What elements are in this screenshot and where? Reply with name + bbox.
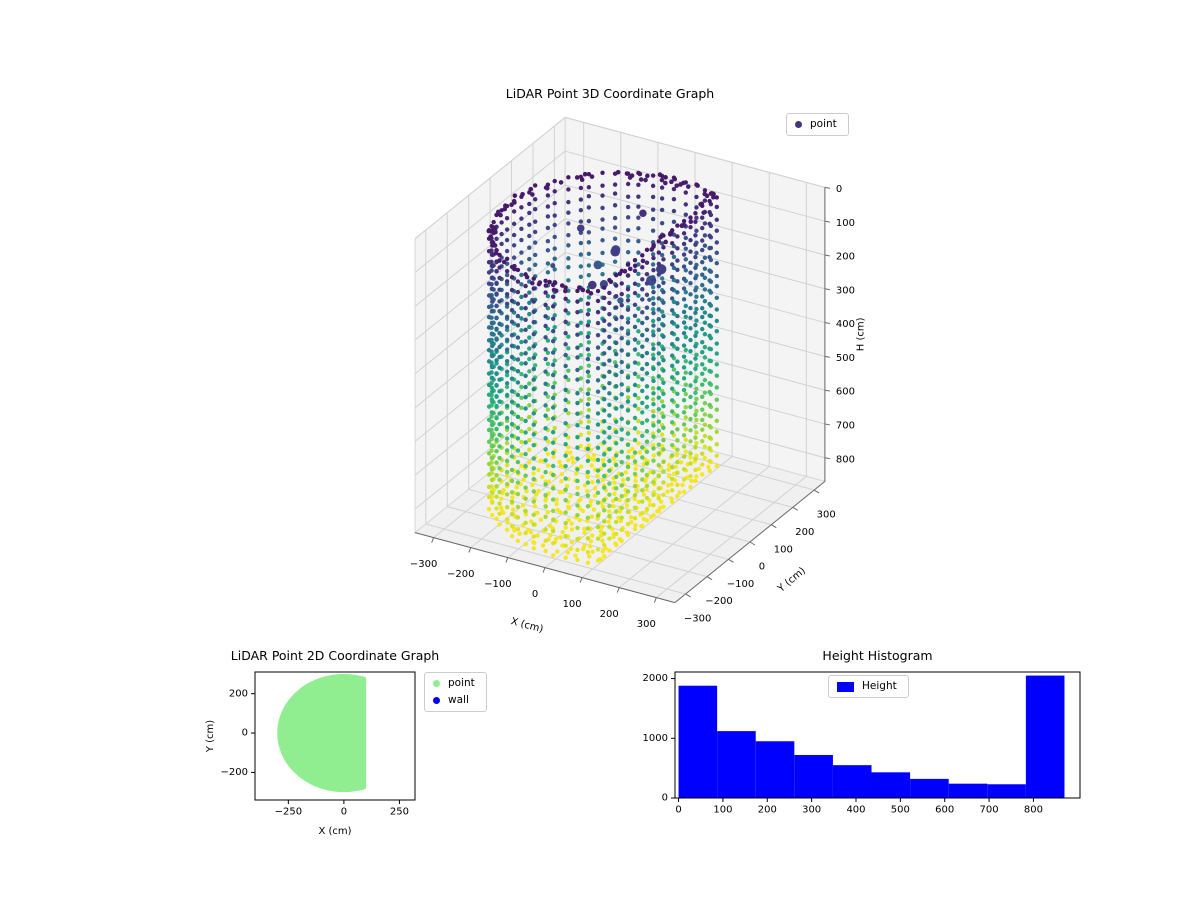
plot2d-legend-point-label: point: [448, 677, 475, 689]
plot2d-legend-point-marker-icon: [433, 680, 440, 687]
plot2d-legend-wall-marker-icon: [433, 697, 440, 704]
plot3d-legend-point-label: point: [810, 118, 837, 130]
plot2d-legend: point wall: [424, 672, 487, 712]
plot3d-legend: point: [786, 113, 849, 136]
hist-legend: Height: [828, 675, 909, 698]
plot3d-legend-entry-point: point: [795, 118, 837, 131]
plot2d-legend-wall-label: wall: [448, 694, 469, 706]
plot2d-title: LiDAR Point 2D Coordinate Graph: [230, 648, 440, 663]
hist-legend-height-label: Height: [862, 680, 897, 692]
plot3d-scene-canvas: [320, 95, 900, 665]
plot3d-title: LiDAR Point 3D Coordinate Graph: [505, 86, 715, 101]
plot2d-canvas: [190, 662, 445, 847]
plot2d-legend-entry-wall: wall: [433, 694, 475, 707]
hist-legend-entry-height: Height: [837, 680, 897, 693]
hist-title: Height Histogram: [822, 648, 933, 663]
plot2d-legend-entry-point: point: [433, 677, 475, 690]
plot3d-legend-point-marker-icon: [795, 121, 802, 128]
hist-legend-height-marker-icon: [837, 681, 854, 692]
